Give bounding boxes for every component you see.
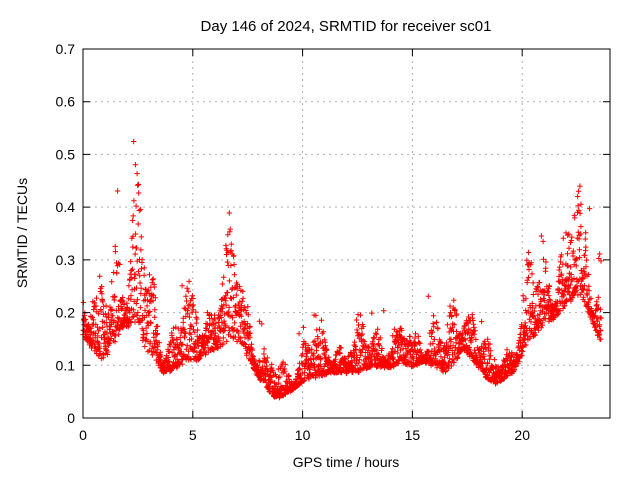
y-tick-label: 0.1 bbox=[56, 357, 76, 373]
scatter-points bbox=[80, 138, 604, 401]
y-tick-label: 0.4 bbox=[56, 199, 76, 215]
y-tick-label: 0.5 bbox=[56, 146, 76, 162]
y-tick-labels: 0 0.1 0.2 0.3 0.4 0.5 0.6 0.7 bbox=[56, 41, 76, 426]
x-tick-labels: 0 5 10 15 20 bbox=[79, 427, 530, 443]
y-tick-label: 0.2 bbox=[56, 305, 76, 321]
chart-title: Day 146 of 2024, SRMTID for receiver sc0… bbox=[201, 18, 492, 35]
x-tick-label: 10 bbox=[295, 427, 311, 443]
y-tick-label: 0.6 bbox=[56, 94, 76, 110]
x-tick-label: 15 bbox=[405, 427, 421, 443]
y-tick-label: 0.3 bbox=[56, 252, 76, 268]
y-tick-label: 0 bbox=[67, 410, 75, 426]
y-axis-label: SRMTID / TECUs bbox=[14, 178, 30, 288]
y-tick-label: 0.7 bbox=[56, 41, 76, 57]
x-tick-label: 5 bbox=[189, 427, 197, 443]
x-axis-label: GPS time / hours bbox=[293, 454, 400, 470]
x-tick-label: 20 bbox=[514, 427, 530, 443]
x-tick-label: 0 bbox=[79, 427, 87, 443]
plot-border bbox=[82, 48, 611, 419]
